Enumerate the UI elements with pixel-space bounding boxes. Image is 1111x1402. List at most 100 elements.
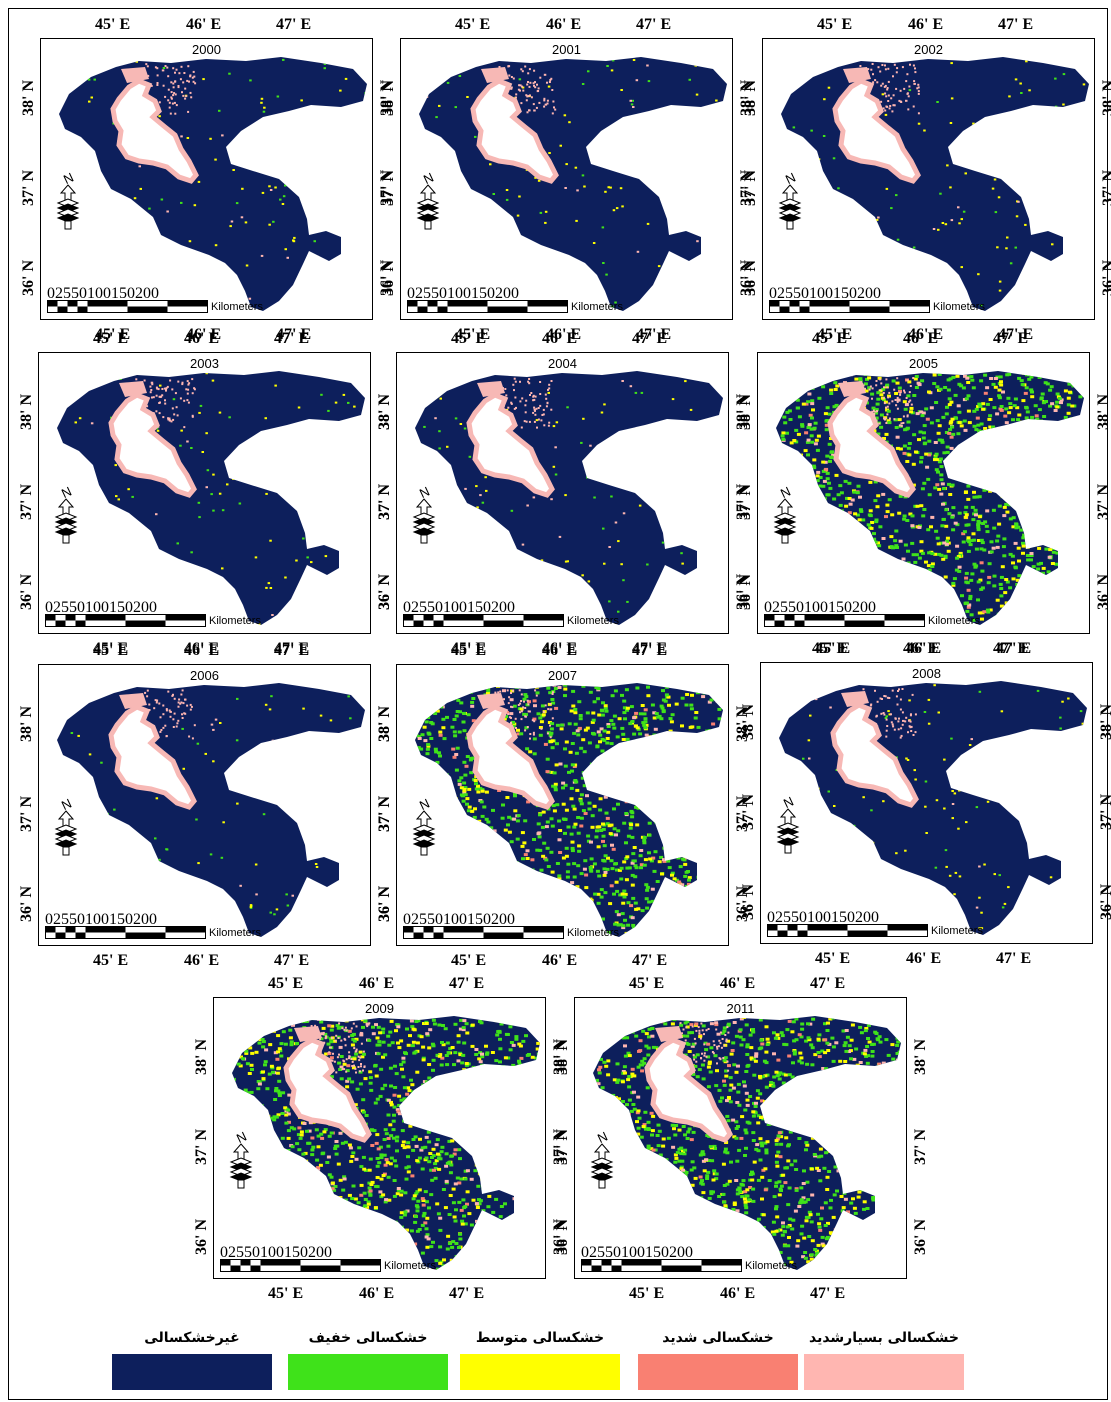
scale-tick-label: 25 [55,285,71,302]
longitude-label: 46' E [542,952,578,969]
scale-unit-label: Kilometers [209,927,261,939]
lake-urmia [470,78,559,184]
map-year-title: 2002 [914,42,943,57]
scale-tick-label: 50 [427,911,443,928]
map-frame: 2002 N 02550100150200 Kilometers [762,38,1095,320]
scale-tick-label: 0 [764,599,772,616]
scale-tick-label: 50 [788,599,804,616]
svg-text:N: N [59,485,74,501]
longitude-label: 47' E [998,326,1034,343]
longitude-label: 46' E [359,1285,395,1302]
scale-tick-label: 25 [775,909,791,926]
longitude-label: 46' E [184,640,220,657]
scale-bar-graphic [403,614,564,627]
scale-bar: 02550100150200 Kilometers [45,911,261,939]
scale-tick-label: 25 [772,599,788,616]
longitude-label: 45' E [95,326,131,343]
map-frame: 2011 N 02550100150200 Kilometers [574,997,907,1279]
basin-map [59,57,367,311]
longitude-label: 47' E [274,330,310,347]
longitude-label: 45' E [93,952,129,969]
latitude-label: 38' N [376,706,393,742]
scale-bar-graphic [581,1259,742,1272]
scale-bar-graphic [45,614,206,627]
longitude-label: 47' E [996,640,1032,657]
north-arrow-icon: N [412,485,436,544]
longitude-label: 45' E [815,640,851,657]
map-year-title: 2000 [192,42,221,57]
longitude-label: 46' E [903,640,939,657]
lake-urmia [108,392,197,498]
scale-unit-label: Kilometers [571,301,623,313]
north-arrow-icon: N [54,485,78,544]
lake-urmia [283,1037,372,1143]
scale-tick-label: 200 [669,1244,693,1261]
scale-tick-label: 50 [244,1244,260,1261]
map-frame: 2003 N 02550100150200 Kilometers [38,352,371,634]
longitude-label: 47' E [810,975,846,992]
basin-map [415,683,723,937]
scale-bar-graphic [764,614,925,627]
latitude-label: 36' N [1098,884,1111,920]
legend-swatch [460,1354,620,1390]
scale-tick-label: 150 [828,599,852,616]
longitude-label: 45' E [451,642,487,659]
lake-urmia [466,392,555,498]
basin-area [419,57,727,311]
scale-bar: 02550100150200 Kilometers [407,285,623,313]
longitude-label: 47' E [274,640,310,657]
latitude-label: 38' N [18,394,35,430]
basin-map [415,371,723,625]
latitude-label: 37' N [1098,794,1111,830]
longitude-label: 45' E [817,16,853,33]
latitude-label: 38' N [1095,394,1111,430]
basin-area [779,681,1087,935]
north-arrow-icon: N [590,1130,614,1189]
longitude-label: 47' E [449,1285,485,1302]
scale-tick-label: 200 [308,1244,332,1261]
scale-bar-graphic [220,1259,381,1272]
scale-tick-label: 100 [260,1244,284,1261]
latitude-label: 36' N [376,574,393,610]
scale-tick-label: 25 [777,285,793,302]
scale-tick-label: 150 [645,1244,669,1261]
latitude-label: 38' N [742,80,759,116]
basin-area [415,371,723,625]
scale-tick-label: 100 [443,911,467,928]
scale-bar-graphic [47,300,208,313]
scale-bar-graphic [769,300,930,313]
longitude-label: 46' E [184,952,220,969]
longitude-label: 45' E [268,1285,304,1302]
scale-tick-label: 150 [471,285,495,302]
longitude-label: 45' E [451,640,487,657]
longitude-label: 47' E [632,330,668,347]
scale-unit-label: Kilometers [928,615,980,627]
longitude-label: 46' E [542,642,578,659]
scale-tick-label: 200 [135,285,159,302]
legend-label: خشکسالی بسیارشدید [808,1330,959,1346]
longitude-label: 45' E [812,330,848,347]
svg-text:N: N [417,485,432,501]
latitude-label: 37' N [740,794,757,830]
longitude-label: 45' E [451,330,487,347]
longitude-label: 47' E [636,16,672,33]
scale-tick-label: 150 [109,911,133,928]
latitude-label: 36' N [1100,260,1111,296]
basin-area [781,57,1089,311]
scale-unit-label: Kilometers [745,1260,797,1272]
basin-map [776,371,1084,625]
map-year-title: 2003 [190,356,219,371]
scale-tick-label: 100 [621,1244,645,1261]
basin-map [593,1016,901,1270]
scale-tick-label: 0 [220,1244,228,1261]
basin-map [781,57,1089,311]
scale-tick-label: 100 [447,285,471,302]
legend-label: غیرخشکسالی [144,1330,240,1346]
scale-tick-label: 100 [443,599,467,616]
scale-bar: 02550100150200 Kilometers [403,911,619,939]
longitude-label: 47' E [632,640,668,657]
legend-label: خشکسالی متوسط [475,1330,605,1346]
latitude-label: 36' N [912,1219,929,1255]
map-frame: 2007 N 02550100150200 Kilometers [396,664,729,946]
scale-tick-label: 50 [605,1244,621,1261]
